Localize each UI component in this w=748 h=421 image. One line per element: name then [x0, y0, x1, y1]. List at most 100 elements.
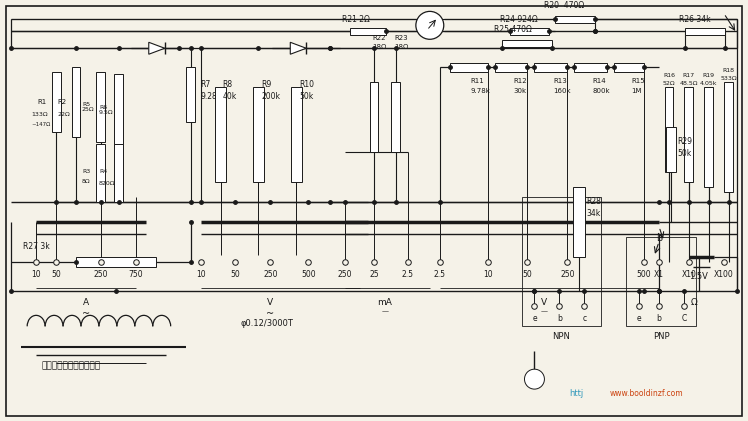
Bar [291, 87, 301, 182]
Polygon shape [149, 42, 165, 54]
Bar [450, 63, 488, 72]
Text: 25: 25 [370, 270, 378, 279]
Text: 52Ω: 52Ω [663, 81, 675, 85]
Text: 18Ω: 18Ω [372, 44, 387, 50]
Text: R20  470Ω: R20 470Ω [545, 1, 585, 10]
Text: 1M: 1M [631, 88, 642, 94]
Text: R18: R18 [723, 68, 735, 73]
Text: R13: R13 [553, 78, 567, 84]
Text: R7: R7 [200, 80, 211, 89]
Text: R2: R2 [57, 99, 66, 105]
Text: 10: 10 [31, 270, 41, 279]
Text: —: — [381, 308, 388, 314]
Text: 48.5Ω: 48.5Ω [680, 81, 698, 85]
Bar [555, 16, 595, 23]
Text: 133Ω: 133Ω [31, 112, 48, 117]
Text: R28: R28 [586, 197, 601, 206]
Bar [724, 82, 733, 192]
Text: V: V [542, 298, 548, 307]
Text: R11: R11 [470, 78, 485, 84]
Text: R16: R16 [663, 73, 675, 77]
Text: R14: R14 [592, 78, 607, 84]
Text: R29: R29 [677, 137, 692, 147]
Text: C: C [681, 314, 687, 323]
Text: NPN: NPN [553, 332, 570, 341]
Text: X1: X1 [654, 270, 664, 279]
Text: R21 2Ω: R21 2Ω [342, 15, 370, 24]
Text: 2.5: 2.5 [402, 270, 414, 279]
Text: 4.05k: 4.05k [700, 81, 717, 85]
Text: b: b [657, 314, 661, 323]
Text: www.booldinzf.com: www.booldinzf.com [609, 389, 683, 397]
Text: 800k: 800k [592, 88, 610, 94]
Text: R6
9.5Ω: R6 9.5Ω [99, 105, 114, 115]
Bar [72, 67, 81, 137]
Text: 10: 10 [196, 270, 206, 279]
Text: 250: 250 [263, 270, 278, 279]
Text: 250: 250 [94, 270, 108, 279]
Text: φ0.12/3000T: φ0.12/3000T [240, 319, 293, 328]
Text: R22: R22 [372, 35, 385, 41]
Text: —: — [541, 308, 548, 314]
Bar [391, 82, 400, 152]
Text: 50k: 50k [677, 149, 691, 158]
Polygon shape [290, 42, 306, 54]
Bar [666, 127, 676, 172]
Bar [52, 72, 61, 132]
Text: 50: 50 [230, 270, 240, 279]
Bar [574, 63, 607, 72]
Text: 2.5: 2.5 [434, 270, 446, 279]
Text: e: e [637, 314, 642, 323]
Text: c: c [582, 314, 586, 323]
Text: 8Ω: 8Ω [82, 179, 91, 184]
Text: R27 3k: R27 3k [22, 242, 49, 251]
Bar [350, 28, 386, 35]
Text: ~: ~ [82, 309, 90, 320]
Text: R15: R15 [631, 78, 645, 84]
Bar [535, 63, 567, 72]
Text: 10: 10 [482, 270, 492, 279]
Text: mA: mA [378, 298, 393, 307]
Bar [664, 87, 673, 172]
Text: 22Ω: 22Ω [57, 112, 70, 117]
Text: 50k: 50k [299, 92, 313, 101]
Text: ~147Ω: ~147Ω [31, 122, 50, 126]
Text: b: b [557, 314, 562, 323]
Text: 30k: 30k [513, 88, 526, 94]
Text: 750: 750 [129, 270, 143, 279]
Text: 注：元件编号为笔者所加: 注：元件编号为笔者所加 [41, 362, 100, 370]
Text: −: − [530, 374, 539, 384]
Bar [626, 237, 696, 326]
Bar [494, 63, 527, 72]
Text: 40k: 40k [222, 92, 237, 101]
Text: R1: R1 [37, 99, 46, 105]
Text: httj: httj [569, 389, 583, 397]
Bar [684, 87, 693, 182]
Text: R9: R9 [261, 80, 272, 89]
Bar [114, 74, 123, 144]
Text: 160k: 160k [553, 88, 571, 94]
Text: A: A [83, 298, 89, 307]
Text: R4: R4 [99, 169, 107, 174]
Bar [573, 187, 585, 256]
Text: 500: 500 [301, 270, 316, 279]
Bar [685, 28, 725, 35]
Text: 9.78k: 9.78k [470, 88, 491, 94]
Bar [705, 87, 714, 187]
Text: X100: X100 [714, 270, 734, 279]
Text: e: e [532, 314, 537, 323]
Text: B: B [656, 234, 662, 243]
Text: 34k: 34k [586, 209, 601, 218]
Text: R17: R17 [683, 73, 695, 77]
Text: 50: 50 [523, 270, 533, 279]
Bar [502, 40, 552, 47]
Text: X10: X10 [681, 270, 696, 279]
Text: 533Ω: 533Ω [720, 76, 737, 81]
Text: 50: 50 [51, 270, 61, 279]
Bar [370, 82, 378, 152]
Circle shape [416, 11, 444, 39]
Text: R23: R23 [394, 35, 408, 41]
Bar [76, 256, 156, 266]
Text: ~: ~ [266, 309, 275, 320]
Circle shape [524, 369, 545, 389]
